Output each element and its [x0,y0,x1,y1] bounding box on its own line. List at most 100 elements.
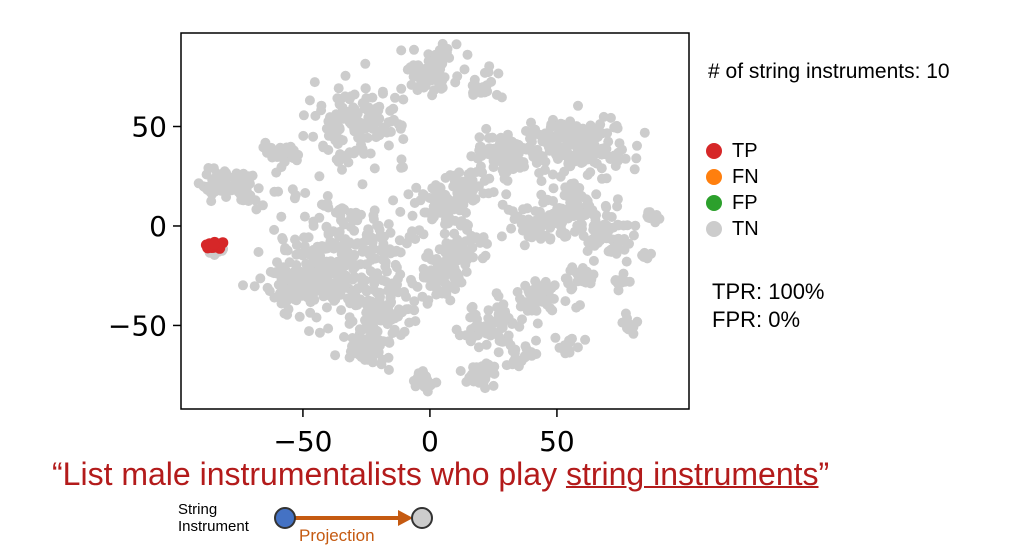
point-tn [616,274,627,285]
point-tn [416,375,427,386]
point-tn [353,132,364,143]
point-tn [344,312,355,323]
point-tn [352,238,363,249]
point-tn [567,283,578,294]
point-tn [321,302,332,313]
point-tn [431,254,442,264]
point-tn [383,140,394,151]
point-tn [333,156,344,167]
point-tn [423,295,434,306]
point-tn [620,153,631,164]
point-tn [451,39,462,50]
point-tn [367,357,378,368]
point-tn [450,197,461,208]
point-tn [519,161,530,172]
point-tn [480,250,491,261]
point-tn [624,238,634,249]
point-tn [323,145,334,155]
point-tn [468,89,479,100]
y-tick-label: 50 [131,111,167,144]
point-tn [329,295,340,306]
point-tn [487,326,498,337]
point-tn [238,280,248,291]
point-tn [417,367,428,377]
y-tick-label: 0 [149,210,167,243]
point-tn [314,212,325,223]
point-tn [519,240,530,251]
point-tn [383,313,394,324]
point-tn [632,316,643,327]
point-tn [298,130,309,141]
point-tn [450,284,461,295]
fpr-text: FPR: 0% [712,307,801,332]
point-tn [385,105,396,116]
point-tn [370,343,381,354]
point-tn [462,225,473,235]
point-tn [244,178,255,189]
point-tn [336,285,347,296]
point-tn [452,255,463,266]
point-tn [323,116,334,127]
point-tn [467,195,478,206]
point-tn [425,60,436,71]
legend-label-tp: TP [732,139,758,162]
point-tn [334,122,345,133]
point-tn [506,223,517,234]
series-tn [193,38,665,397]
point-tn [496,92,507,103]
point-tn [573,100,583,111]
point-tn [275,143,286,154]
point-tn [398,134,409,145]
point-tn [542,194,553,205]
legend: TP FN FP TN [706,138,759,242]
point-tn [418,229,429,240]
point-tn [348,148,359,159]
point-tn [632,140,642,151]
point-tn [598,111,609,122]
point-tn [294,311,305,322]
point-tn [377,243,388,254]
point-tn [308,220,319,231]
point-tn [337,216,348,227]
point-tn [447,262,458,273]
point-tn [472,318,483,329]
point-tn [396,120,407,131]
projection-label: Projection [299,526,375,545]
point-tn [468,185,479,196]
point-tn [427,280,437,291]
point-tn [268,268,279,279]
point-tn [262,147,272,158]
point-tn [301,258,312,269]
point-tn [572,342,583,353]
point-tn [450,170,461,181]
point-tn [376,232,387,243]
point-tn [487,132,498,143]
point-tn [377,354,388,365]
point-tn [360,58,371,69]
point-tn [337,102,348,113]
point-tn [588,255,599,266]
point-tn [365,315,375,326]
tpr-text: TPR: 100% [712,279,825,304]
point-tn [479,175,490,186]
point-tn [467,301,478,312]
point-tn [565,129,576,140]
point-tn [344,117,355,128]
point-tn [508,164,519,175]
point-tn [356,209,366,220]
point-tn [478,376,489,387]
point-tn [424,193,435,203]
point-tn [481,123,492,134]
point-tn [562,341,572,352]
point-tn [361,93,372,104]
point-tn [631,153,642,164]
legend-label-fn: FN [732,165,759,188]
point-tn [368,334,379,344]
point-tn [377,124,388,134]
point-tn [450,77,461,88]
point-tn [299,232,309,243]
point-tn [395,206,406,217]
point-tn [496,231,507,242]
point-tn [482,149,493,159]
